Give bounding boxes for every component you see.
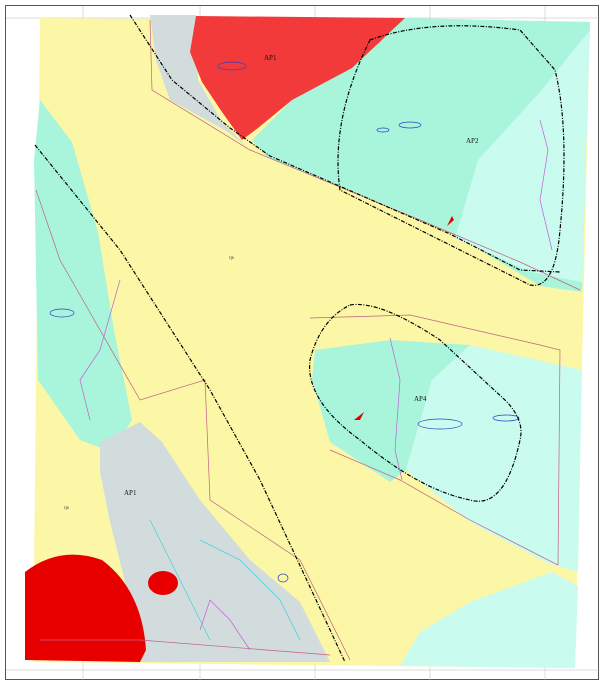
- pink-boundaries: [35, 19, 581, 661]
- unit-aqua-left: [34, 100, 132, 452]
- label-qh-left: Qh: [64, 505, 69, 510]
- unit-grey-lower: [100, 422, 330, 662]
- label-ap1-bottom: AP1: [124, 489, 137, 497]
- map-frame: [5, 5, 599, 680]
- red-sliver: [354, 412, 364, 420]
- unit-red-top: [190, 16, 405, 140]
- unit-red-small: [148, 571, 178, 595]
- unit-lightcyan-middle: [406, 345, 582, 572]
- unit-red-bottom: [25, 554, 146, 662]
- label-ap1-top: AP1: [264, 54, 277, 62]
- fault-lines: [34, 14, 565, 663]
- unit-lightcyan-top: [455, 30, 590, 282]
- red-sliver: [447, 216, 454, 226]
- label-qh-center: Qh: [229, 255, 234, 260]
- label-ap2: AP2: [466, 137, 479, 145]
- contours: [49, 61, 553, 651]
- unit-grey-top: [150, 15, 246, 146]
- label-ap4: AP4: [414, 395, 427, 403]
- unit-lightcyan-bottom: [400, 572, 578, 668]
- unit-aqua-middle: [312, 340, 470, 482]
